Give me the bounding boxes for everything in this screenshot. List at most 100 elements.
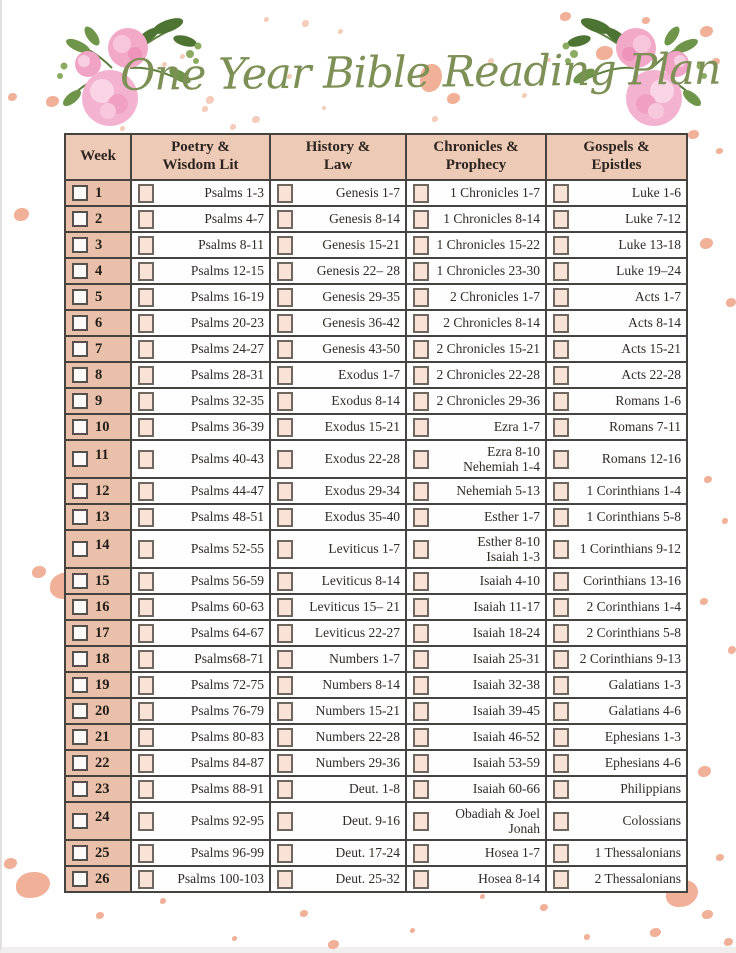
reading-checkbox[interactable] bbox=[413, 753, 429, 773]
week-checkbox[interactable] bbox=[72, 703, 88, 719]
reading-checkbox[interactable] bbox=[138, 623, 154, 643]
week-checkbox[interactable] bbox=[72, 341, 88, 357]
reading-checkbox[interactable] bbox=[277, 727, 293, 747]
reading-checkbox[interactable] bbox=[277, 649, 293, 669]
week-checkbox[interactable] bbox=[72, 419, 88, 435]
reading-checkbox[interactable] bbox=[553, 339, 569, 359]
reading-checkbox[interactable] bbox=[138, 597, 154, 617]
week-checkbox[interactable] bbox=[72, 755, 88, 771]
week-checkbox[interactable] bbox=[72, 625, 88, 641]
reading-checkbox[interactable] bbox=[138, 339, 154, 359]
reading-checkbox[interactable] bbox=[553, 649, 569, 669]
reading-checkbox[interactable] bbox=[277, 507, 293, 527]
reading-checkbox[interactable] bbox=[138, 539, 154, 559]
reading-checkbox[interactable] bbox=[413, 183, 429, 203]
reading-checkbox[interactable] bbox=[277, 449, 293, 469]
reading-checkbox[interactable] bbox=[277, 209, 293, 229]
reading-checkbox[interactable] bbox=[553, 779, 569, 799]
reading-checkbox[interactable] bbox=[277, 365, 293, 385]
reading-checkbox[interactable] bbox=[138, 261, 154, 281]
reading-checkbox[interactable] bbox=[413, 313, 429, 333]
reading-checkbox[interactable] bbox=[413, 339, 429, 359]
week-checkbox[interactable] bbox=[72, 541, 88, 557]
reading-checkbox[interactable] bbox=[553, 391, 569, 411]
reading-checkbox[interactable] bbox=[138, 313, 154, 333]
reading-checkbox[interactable] bbox=[553, 623, 569, 643]
reading-checkbox[interactable] bbox=[138, 779, 154, 799]
reading-checkbox[interactable] bbox=[277, 287, 293, 307]
reading-checkbox[interactable] bbox=[413, 365, 429, 385]
reading-checkbox[interactable] bbox=[277, 701, 293, 721]
week-checkbox[interactable] bbox=[72, 871, 88, 887]
week-checkbox[interactable] bbox=[72, 393, 88, 409]
reading-checkbox[interactable] bbox=[138, 365, 154, 385]
reading-checkbox[interactable] bbox=[277, 779, 293, 799]
reading-checkbox[interactable] bbox=[553, 843, 569, 863]
reading-checkbox[interactable] bbox=[138, 481, 154, 501]
reading-checkbox[interactable] bbox=[138, 649, 154, 669]
week-checkbox[interactable] bbox=[72, 211, 88, 227]
reading-checkbox[interactable] bbox=[553, 701, 569, 721]
reading-checkbox[interactable] bbox=[553, 287, 569, 307]
reading-checkbox[interactable] bbox=[277, 843, 293, 863]
reading-checkbox[interactable] bbox=[553, 869, 569, 889]
reading-checkbox[interactable] bbox=[277, 481, 293, 501]
reading-checkbox[interactable] bbox=[413, 235, 429, 255]
reading-checkbox[interactable] bbox=[413, 539, 429, 559]
reading-checkbox[interactable] bbox=[413, 811, 429, 831]
reading-checkbox[interactable] bbox=[138, 209, 154, 229]
reading-checkbox[interactable] bbox=[413, 481, 429, 501]
reading-checkbox[interactable] bbox=[553, 811, 569, 831]
reading-checkbox[interactable] bbox=[138, 235, 154, 255]
reading-checkbox[interactable] bbox=[277, 811, 293, 831]
week-checkbox[interactable] bbox=[72, 599, 88, 615]
week-checkbox[interactable] bbox=[72, 729, 88, 745]
reading-checkbox[interactable] bbox=[138, 287, 154, 307]
reading-checkbox[interactable] bbox=[413, 417, 429, 437]
reading-checkbox[interactable] bbox=[138, 869, 154, 889]
week-checkbox[interactable] bbox=[72, 367, 88, 383]
week-checkbox[interactable] bbox=[72, 845, 88, 861]
week-checkbox[interactable] bbox=[72, 813, 88, 829]
reading-checkbox[interactable] bbox=[277, 869, 293, 889]
reading-checkbox[interactable] bbox=[277, 313, 293, 333]
week-checkbox[interactable] bbox=[72, 263, 88, 279]
reading-checkbox[interactable] bbox=[553, 675, 569, 695]
reading-checkbox[interactable] bbox=[553, 235, 569, 255]
reading-checkbox[interactable] bbox=[277, 571, 293, 591]
reading-checkbox[interactable] bbox=[413, 843, 429, 863]
reading-checkbox[interactable] bbox=[553, 481, 569, 501]
reading-checkbox[interactable] bbox=[553, 209, 569, 229]
reading-checkbox[interactable] bbox=[413, 869, 429, 889]
week-checkbox[interactable] bbox=[72, 185, 88, 201]
reading-checkbox[interactable] bbox=[553, 313, 569, 333]
reading-checkbox[interactable] bbox=[138, 727, 154, 747]
reading-checkbox[interactable] bbox=[138, 701, 154, 721]
reading-checkbox[interactable] bbox=[553, 507, 569, 527]
reading-checkbox[interactable] bbox=[553, 597, 569, 617]
reading-checkbox[interactable] bbox=[277, 753, 293, 773]
reading-checkbox[interactable] bbox=[553, 183, 569, 203]
week-checkbox[interactable] bbox=[72, 651, 88, 667]
reading-checkbox[interactable] bbox=[277, 183, 293, 203]
reading-checkbox[interactable] bbox=[413, 649, 429, 669]
week-checkbox[interactable] bbox=[72, 315, 88, 331]
reading-checkbox[interactable] bbox=[553, 449, 569, 469]
reading-checkbox[interactable] bbox=[138, 811, 154, 831]
reading-checkbox[interactable] bbox=[553, 539, 569, 559]
reading-checkbox[interactable] bbox=[277, 391, 293, 411]
week-checkbox[interactable] bbox=[72, 509, 88, 525]
reading-checkbox[interactable] bbox=[413, 261, 429, 281]
reading-checkbox[interactable] bbox=[138, 391, 154, 411]
reading-checkbox[interactable] bbox=[413, 701, 429, 721]
week-checkbox[interactable] bbox=[72, 237, 88, 253]
reading-checkbox[interactable] bbox=[413, 507, 429, 527]
reading-checkbox[interactable] bbox=[138, 753, 154, 773]
week-checkbox[interactable] bbox=[72, 451, 88, 467]
reading-checkbox[interactable] bbox=[138, 183, 154, 203]
reading-checkbox[interactable] bbox=[553, 571, 569, 591]
reading-checkbox[interactable] bbox=[277, 417, 293, 437]
reading-checkbox[interactable] bbox=[277, 675, 293, 695]
reading-checkbox[interactable] bbox=[277, 235, 293, 255]
reading-checkbox[interactable] bbox=[138, 843, 154, 863]
